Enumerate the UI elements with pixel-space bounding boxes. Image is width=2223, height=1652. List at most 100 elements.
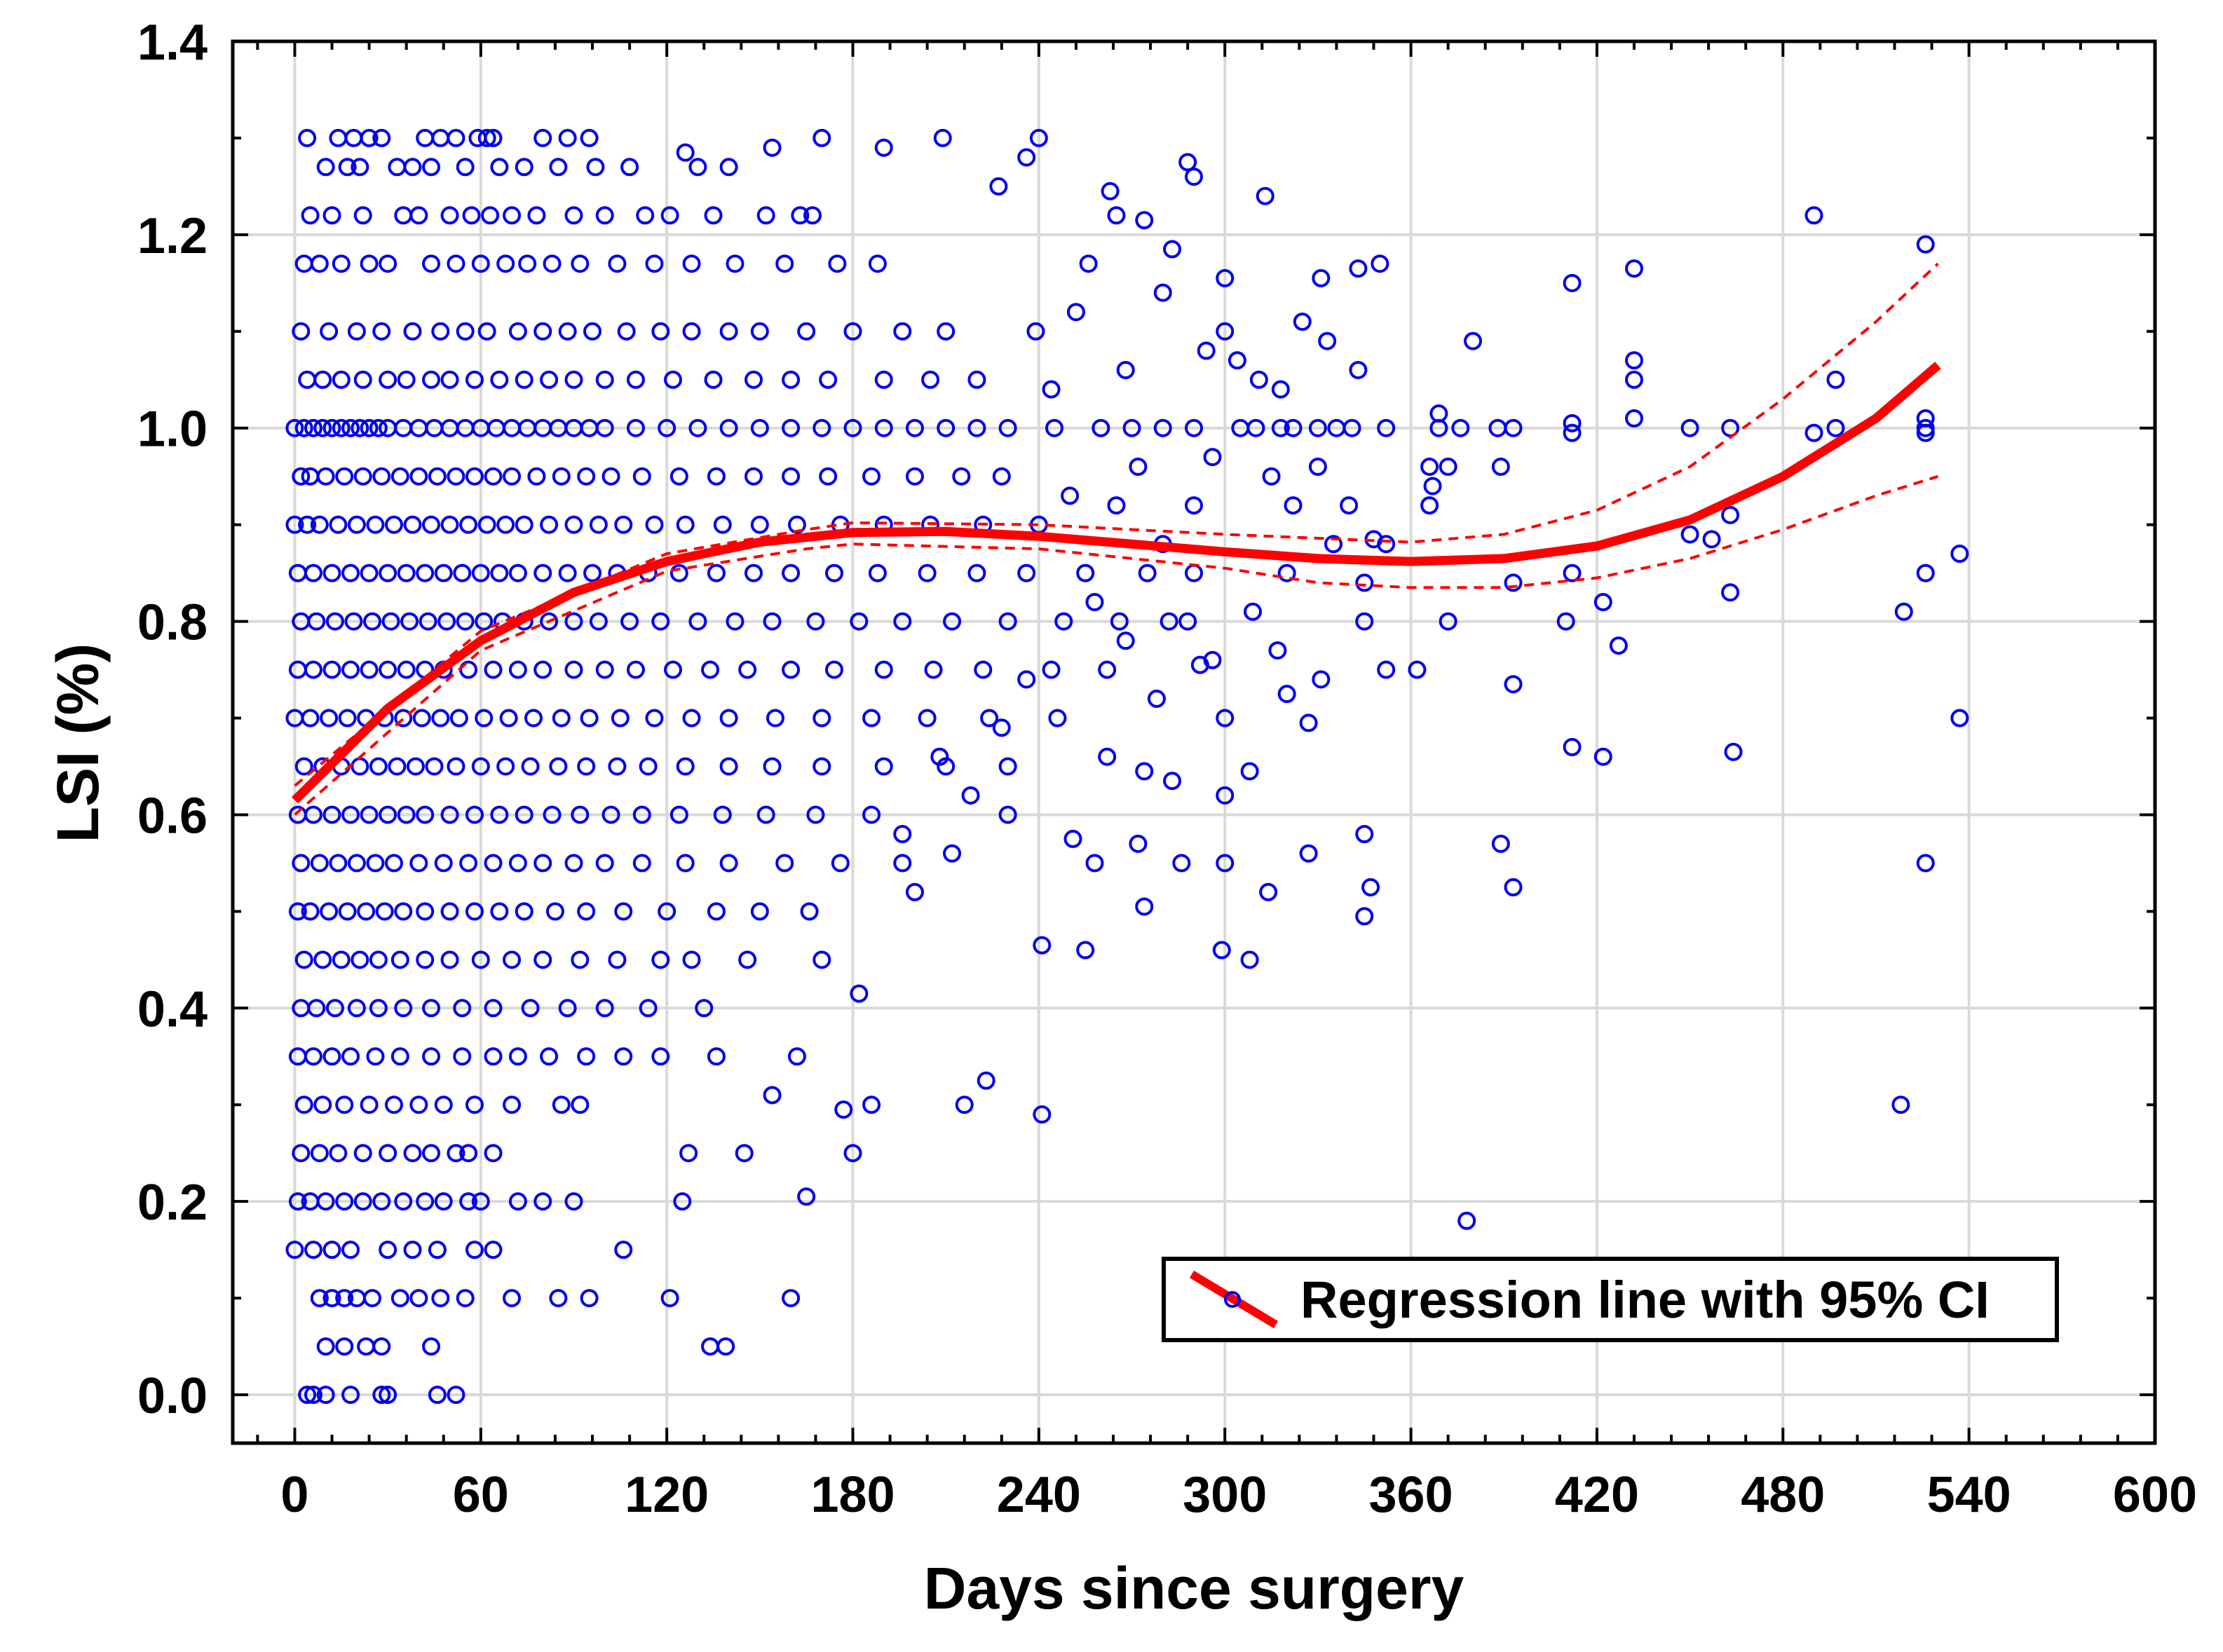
data-point [660,206,679,225]
data-point [335,1192,354,1211]
data-point [1284,496,1303,515]
data-point [577,902,596,921]
data-point [434,854,453,873]
data-point [571,805,590,824]
data-point [782,660,801,679]
data-point [564,660,583,679]
data-point [862,805,881,824]
data-point [369,950,388,969]
data-point [503,206,522,225]
y-tick-label: 1.4 [137,15,208,71]
data-point [353,1192,372,1211]
data-point [288,1047,307,1066]
data-point [304,1386,322,1405]
data-point [1804,206,1823,225]
data-point [325,999,344,1018]
data-point [379,1386,397,1405]
data-point [416,805,435,824]
data-point [905,467,924,486]
data-point [639,757,658,776]
data-point [744,370,763,389]
data-point [1563,273,1582,292]
data-point [577,757,596,776]
data-point [992,467,1011,486]
data-point [428,1241,447,1260]
data-point [1504,878,1523,896]
data-point [329,515,348,534]
tick-labels: 0 60 120 180 240 300 360 420 480 540 600 0.0 0.2 0.4 0… [137,15,2197,1523]
x-tick-label: 420 [1555,1467,1639,1523]
data-point [577,467,596,486]
data-point [294,418,313,437]
data-point [453,1047,472,1066]
data-point [369,418,388,437]
data-point [651,612,670,631]
data-point [874,138,893,157]
data-point [409,854,428,873]
data-point [1107,496,1126,515]
data-point [1042,380,1061,399]
data-point [447,1144,465,1163]
data-point [1349,360,1368,379]
data-point [360,660,379,679]
data-point [673,1192,692,1211]
data-point [394,206,413,225]
data-point [524,709,543,728]
data-point [518,254,537,273]
data-point [437,612,456,631]
data-point [325,612,344,631]
data-point [1625,370,1644,389]
data-point [379,1241,397,1260]
data-point [459,854,478,873]
data-point [713,805,732,824]
data-point [1163,240,1182,259]
data-point [465,805,484,824]
x-axis-title: Days since surgery [924,1555,1464,1621]
data-point [707,902,726,921]
data-point [620,612,639,631]
data-point [813,709,831,728]
data-point [862,467,881,486]
data-point [434,1192,453,1211]
data-point [719,709,738,728]
data-point [1160,612,1178,631]
data-point [390,1289,409,1308]
y-tick-label: 0.8 [137,595,208,651]
data-point [440,370,459,389]
data-point [360,128,379,147]
data-point [1593,747,1612,766]
data-point [782,1289,801,1308]
data-point [614,515,633,534]
data-point [1079,254,1098,273]
data-point [704,370,723,389]
data-point [1135,211,1154,230]
data-point [465,467,484,486]
data-point [384,854,403,873]
data-point [1268,641,1287,660]
data-point [1826,418,1845,437]
data-point [298,515,317,534]
data-point [824,660,843,679]
data-point [800,902,819,921]
data-point [1185,496,1203,515]
data-point [1277,564,1296,582]
data-point [645,515,664,534]
data-point [726,612,745,631]
data-point [1625,351,1644,370]
data-point [1048,709,1067,728]
data-point [384,515,403,534]
data-point [353,370,372,389]
data-point [1371,254,1389,273]
data-point [416,902,435,921]
data-point [292,854,311,873]
data-point [508,1192,527,1211]
data-point [533,564,552,582]
data-point [719,418,738,437]
data-point [719,158,738,177]
legend-line-swatch [1189,1270,1279,1329]
data-point [595,206,614,225]
data-point [676,757,695,776]
data-point [490,564,509,582]
data-point [1017,148,1036,167]
data-point [298,1386,317,1405]
